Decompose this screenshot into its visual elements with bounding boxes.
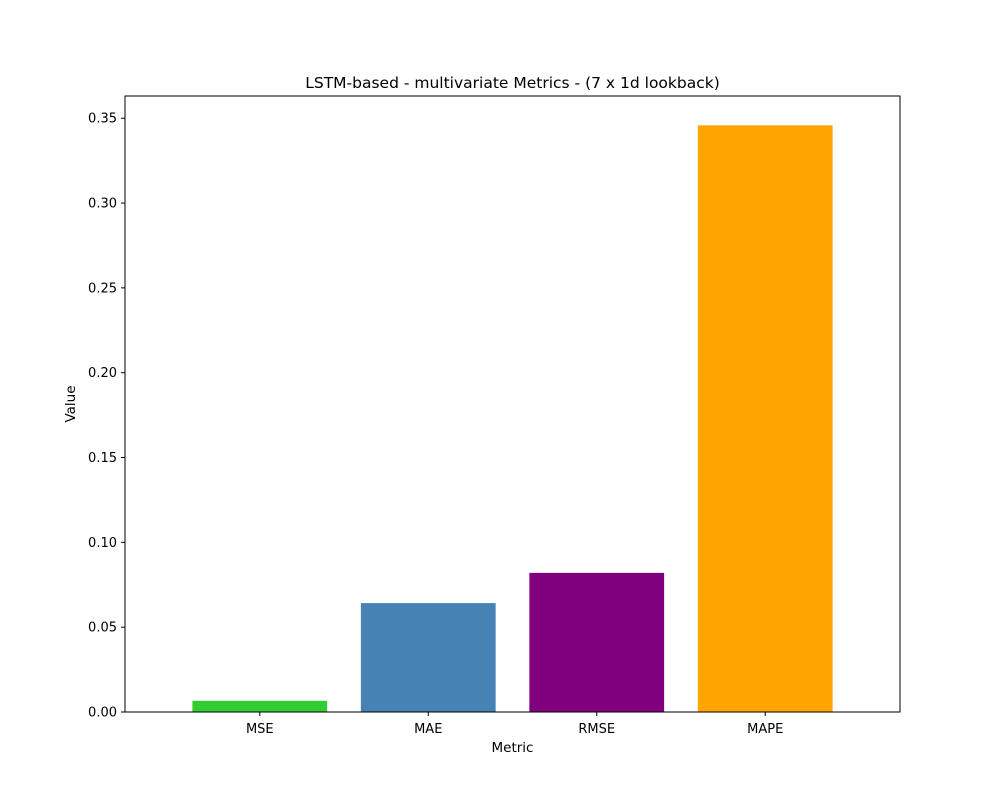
chart-title: LSTM-based - multivariate Metrics - (7 x… <box>305 74 720 92</box>
x-axis: MSE MAE RMSE MAPE <box>246 712 783 737</box>
y-tick-label: 0.05 <box>88 621 117 636</box>
y-axis-label: Value <box>63 385 79 422</box>
x-tick-label: MSE <box>246 722 274 737</box>
x-tick-label: MAPE <box>747 722 783 737</box>
bar-rmse <box>529 572 665 712</box>
y-tick-label: 0.00 <box>88 706 117 721</box>
x-tick-label: RMSE <box>578 722 615 737</box>
y-tick-label: 0.25 <box>88 281 117 296</box>
bar-mse <box>192 700 328 712</box>
y-axis: 0.00 0.05 0.10 0.15 0.20 0.25 0.30 0.35 <box>88 112 125 721</box>
y-tick-label: 0.20 <box>88 366 117 381</box>
x-tick-label: MAE <box>414 722 442 737</box>
bars-layer <box>192 125 833 712</box>
plot-frame <box>124 95 901 713</box>
y-tick-label: 0.10 <box>88 536 117 551</box>
y-tick-label: 0.30 <box>88 197 117 212</box>
bar-mape <box>697 125 833 712</box>
y-tick-label: 0.15 <box>88 451 117 466</box>
x-axis-label: Metric <box>492 740 534 756</box>
y-tick-label: 0.35 <box>88 112 117 127</box>
bar-mae <box>360 603 496 712</box>
